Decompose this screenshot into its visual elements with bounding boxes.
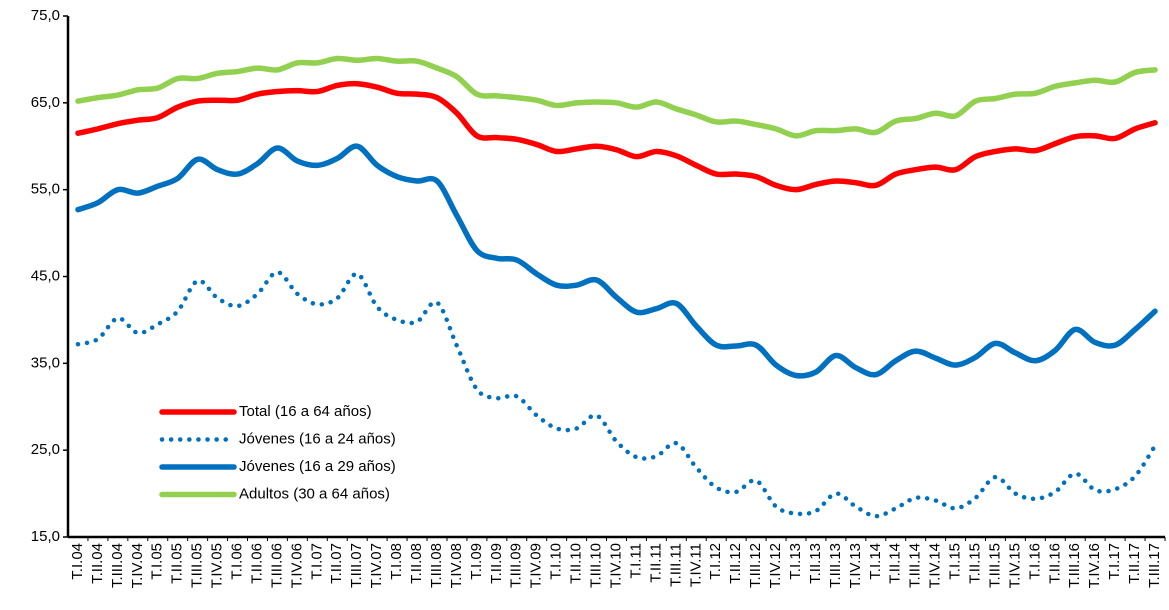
x-tick-label: T.IV.12 (767, 543, 784, 588)
x-tick-label: T.I.11 (627, 543, 644, 579)
x-tick-label: T.II.12 (727, 543, 744, 584)
legend-label: Jóvenes (16 a 24 años) (239, 430, 396, 447)
legend-label: Adultos (30 a 64 años) (239, 485, 390, 502)
y-tick-label: 15,0 (31, 528, 60, 545)
x-tick-label: T.I.10 (548, 543, 565, 580)
series-line (75, 55, 1158, 139)
x-tick-label: T.II.17 (1126, 543, 1143, 584)
x-tick-label: T.II.07 (328, 543, 345, 584)
x-tick-label: T.I.07 (308, 543, 325, 580)
x-tick-label: T.III.11 (667, 543, 684, 587)
x-tick-label: T.II.10 (568, 543, 585, 584)
x-tick-label: T.II.15 (966, 543, 983, 584)
x-tick-label: T.III.04 (109, 543, 126, 588)
x-tick-label: T.IV.05 (209, 543, 226, 588)
x-tick-label: T.III.05 (189, 543, 206, 588)
x-tick-label: T.I.14 (867, 543, 884, 580)
x-tick-label: T.I.15 (947, 543, 964, 580)
x-tick-label: T.I.16 (1026, 543, 1043, 580)
x-tick-label: T.I.04 (69, 543, 86, 580)
x-tick-label: T.II.11 (647, 543, 664, 583)
x-tick-label: T.IV.08 (448, 543, 465, 588)
x-tick-label: T.III.08 (428, 543, 445, 588)
y-tick-label: 45,0 (31, 267, 60, 284)
y-tick-label: 55,0 (31, 181, 60, 198)
y-tick-label: 35,0 (31, 354, 60, 371)
x-tick-label: T.II.05 (169, 543, 186, 584)
x-tick-label: T.IV.13 (847, 543, 864, 588)
x-tick-label: T.II.09 (488, 543, 505, 584)
x-tick-label: T.I.06 (229, 543, 246, 580)
x-tick-label: T.III.07 (348, 543, 365, 588)
x-tick-label: T.IV.06 (288, 543, 305, 588)
x-tick-label: T.III.13 (827, 543, 844, 588)
x-tick-label: T.III.16 (1066, 543, 1083, 588)
y-tick-label: 65,0 (31, 94, 60, 111)
x-tick-label: T.II.04 (89, 543, 106, 584)
y-tick-label: 25,0 (31, 441, 60, 458)
x-tick-label: T.III.17 (1146, 543, 1163, 588)
x-tick-label: T.III.14 (907, 543, 924, 588)
x-tick-label: T.IV.07 (368, 543, 385, 588)
x-tick-label: T.IV.04 (129, 543, 146, 588)
x-tick-label: T.III.09 (508, 543, 525, 588)
x-tick-label: T.I.12 (707, 543, 724, 580)
x-tick-label: T.III.15 (986, 543, 1003, 588)
legend-label: Jóvenes (16 a 29 años) (239, 458, 396, 475)
x-tick-label: T.IV.10 (607, 543, 624, 588)
legend-label: Total (16 a 64 años) (239, 403, 372, 420)
series-line (75, 143, 1158, 379)
x-tick-label: T.IV.14 (927, 543, 944, 588)
x-tick-label: T.III.10 (588, 543, 605, 588)
x-tick-label: T.III.06 (268, 543, 285, 588)
series-line (75, 269, 1158, 519)
x-tick-label: T.II.08 (408, 543, 425, 584)
x-tick-label: T.I.13 (787, 543, 804, 580)
x-tick-label: T.I.17 (1106, 543, 1123, 580)
x-tick-label: T.IV.15 (1006, 543, 1023, 588)
y-tick-label: 75,0 (31, 7, 60, 24)
x-tick-label: T.II.16 (1046, 543, 1063, 584)
x-tick-label: T.II.06 (248, 543, 265, 584)
x-tick-label: T.II.14 (887, 543, 904, 584)
series-line (75, 80, 1158, 193)
x-tick-label: T.IV.09 (528, 543, 545, 588)
x-tick-label: T.III.12 (747, 543, 764, 588)
x-tick-label: T.I.08 (388, 543, 405, 580)
x-tick-label: T.I.09 (468, 543, 485, 580)
x-tick-label: T.IV.16 (1086, 543, 1103, 588)
x-tick-label: T.IV.11 (687, 543, 704, 587)
x-tick-label: T.I.05 (149, 543, 166, 580)
x-tick-label: T.II.13 (807, 543, 824, 584)
